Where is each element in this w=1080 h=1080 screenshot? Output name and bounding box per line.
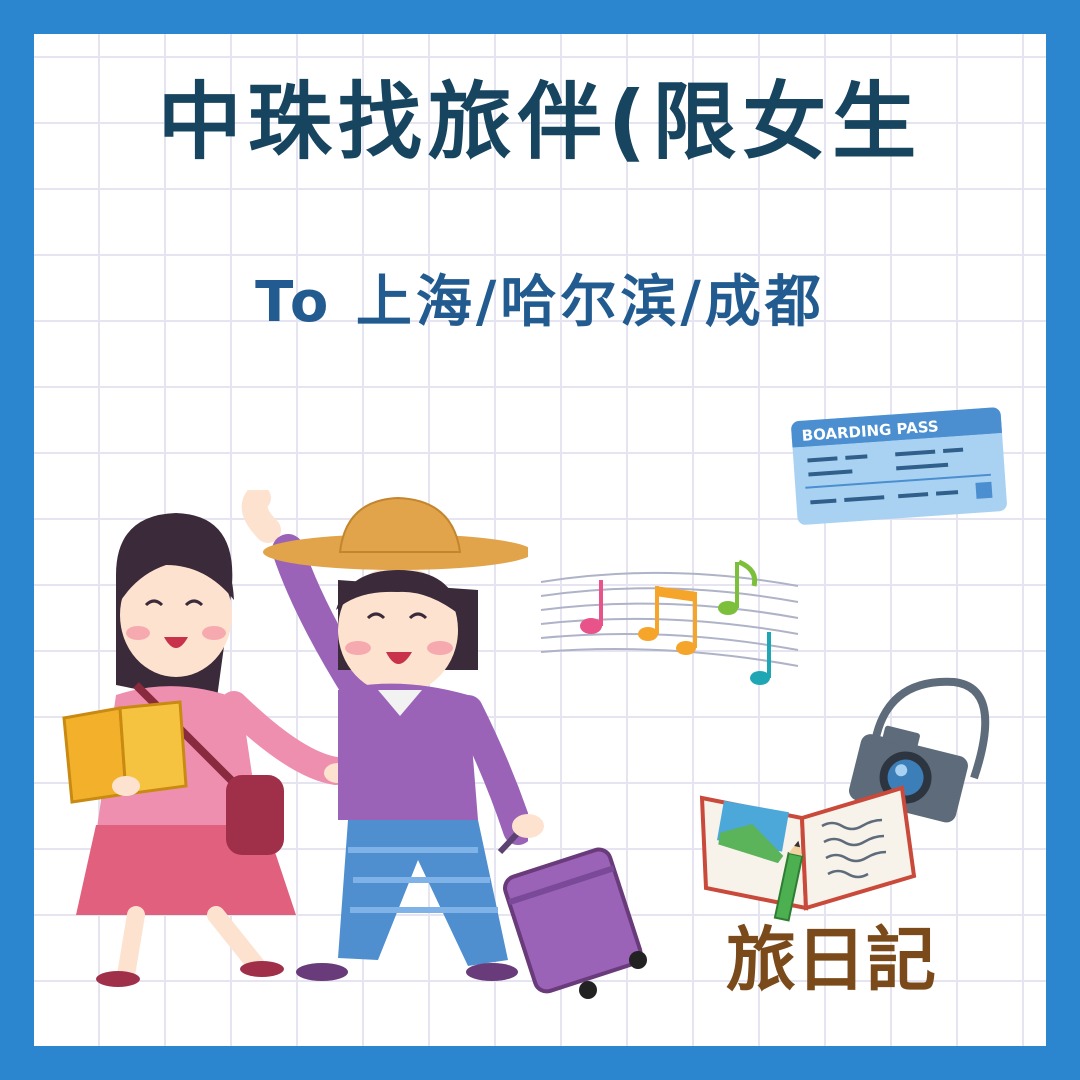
page-title: 中珠找旅伴(限女生 — [157, 73, 923, 171]
travel-book-icon — [62, 700, 188, 804]
music-notes-icon — [540, 559, 799, 685]
pencil-icon — [773, 840, 804, 922]
open-journal-icon — [699, 785, 917, 911]
suitcase-icon — [497, 814, 647, 999]
girl-hat-illustration — [241, 490, 528, 981]
page-subtitle: To 上海/哈尔滨/成都 — [255, 270, 825, 335]
brand-logo-text: 旅日記 — [726, 919, 936, 1001]
boarding-pass-icon: BOARDING PASS — [791, 407, 1007, 525]
